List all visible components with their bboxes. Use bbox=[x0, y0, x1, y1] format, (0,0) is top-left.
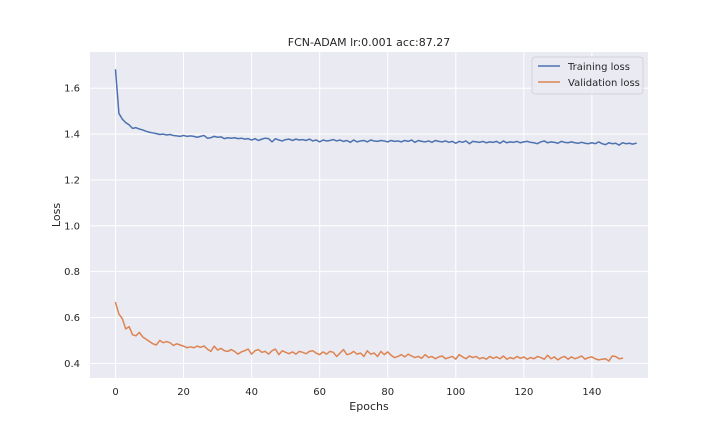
y-tick-label: 1.2 bbox=[64, 175, 80, 186]
validation-loss-line bbox=[114, 301, 624, 362]
y-tick-label: 1.0 bbox=[64, 221, 80, 232]
x-tick-label: 140 bbox=[582, 387, 601, 398]
legend-label-training: Training loss bbox=[567, 62, 630, 73]
y-tick-label: 0.8 bbox=[64, 267, 80, 278]
tick-labels: 0 20 40 60 80 100 120 140 0.4 0.6 0.8 1.0 1.2 1.4 1.6 bbox=[64, 84, 601, 398]
y-tick-label: 1.4 bbox=[64, 130, 80, 141]
plot-area bbox=[90, 52, 648, 378]
x-tick-label: 80 bbox=[381, 387, 394, 398]
x-tick-label: 100 bbox=[446, 387, 465, 398]
x-tick-label: 60 bbox=[313, 387, 326, 398]
x-tick-label: 0 bbox=[112, 387, 118, 398]
chart-title: FCN-ADAM lr:0.001 acc:87.27 bbox=[288, 36, 450, 49]
x-tick-label: 40 bbox=[245, 387, 258, 398]
grid-lines bbox=[90, 52, 648, 378]
legend: Training loss Validation loss bbox=[531, 56, 644, 95]
training-loss-line bbox=[114, 69, 637, 146]
y-tick-label: 0.6 bbox=[64, 313, 80, 324]
series-layer bbox=[114, 69, 637, 362]
x-axis-label: Epochs bbox=[349, 400, 389, 413]
x-tick-label: 120 bbox=[514, 387, 533, 398]
y-axis-label: Loss bbox=[50, 203, 63, 227]
y-tick-label: 0.4 bbox=[64, 359, 80, 370]
x-tick-label: 20 bbox=[177, 387, 190, 398]
legend-label-validation: Validation loss bbox=[568, 78, 640, 89]
y-tick-label: 1.6 bbox=[64, 84, 80, 95]
